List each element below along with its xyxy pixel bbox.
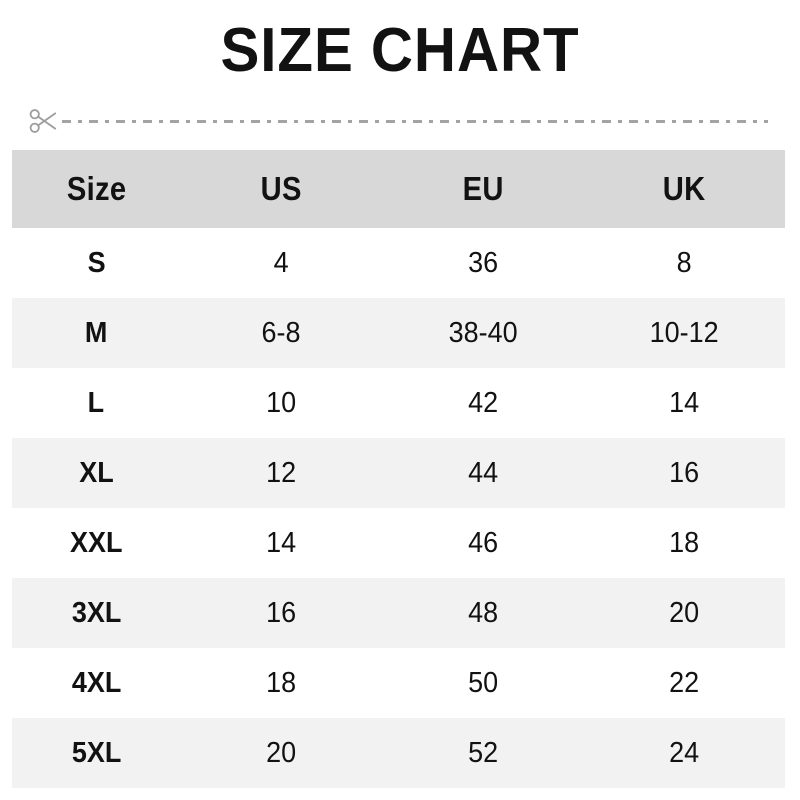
table-row: S 4 36 8 bbox=[12, 228, 785, 298]
cell-text: 16 bbox=[669, 456, 700, 489]
cell-text: 44 bbox=[467, 456, 498, 489]
cell-text: 20 bbox=[669, 596, 700, 629]
cell-text: 24 bbox=[669, 736, 700, 769]
table-row: L 10 42 14 bbox=[12, 368, 785, 438]
cell-uk: 18 bbox=[583, 508, 785, 578]
table-row: XXL 14 46 18 bbox=[12, 508, 785, 578]
cell-text: 8 bbox=[676, 246, 692, 279]
cell-uk: 14 bbox=[583, 368, 785, 438]
cell-text: 18 bbox=[669, 526, 700, 559]
table-header: Size US EU UK bbox=[12, 150, 785, 228]
table-row: 4XL 18 50 22 bbox=[12, 648, 785, 718]
header-row: Size US EU UK bbox=[12, 150, 785, 228]
cell-us: 4 bbox=[180, 228, 382, 298]
cell-eu: 38-40 bbox=[382, 298, 584, 368]
cell-text: 4 bbox=[273, 246, 289, 279]
table-body: S 4 36 8 M 6-8 38-40 10-12 L 10 42 14 XL… bbox=[12, 228, 785, 788]
cell-text: 20 bbox=[266, 736, 297, 769]
cut-dashed-line bbox=[62, 119, 768, 123]
cell-uk: 16 bbox=[583, 438, 785, 508]
cell-size: L bbox=[12, 368, 180, 438]
cell-text: 4XL bbox=[71, 666, 121, 699]
page-title: SIZE CHART bbox=[220, 16, 580, 85]
cell-size: 3XL bbox=[12, 578, 180, 648]
header-label: EU bbox=[462, 170, 504, 207]
cell-text: 52 bbox=[467, 736, 498, 769]
cell-text: 10-12 bbox=[649, 316, 719, 349]
cell-size: 5XL bbox=[12, 718, 180, 788]
cell-us: 14 bbox=[180, 508, 382, 578]
column-header-eu: EU bbox=[387, 150, 578, 228]
cell-text: 22 bbox=[669, 666, 700, 699]
header-label: Size bbox=[66, 170, 126, 207]
cell-text: 48 bbox=[467, 596, 498, 629]
table-row: M 6-8 38-40 10-12 bbox=[12, 298, 785, 368]
cell-size: XL bbox=[12, 438, 180, 508]
cell-size: 4XL bbox=[12, 648, 180, 718]
cell-eu: 50 bbox=[382, 648, 584, 718]
cell-text: 14 bbox=[266, 526, 297, 559]
size-chart-table: Size US EU UK S 4 36 8 M 6-8 38-40 10-12… bbox=[12, 150, 785, 788]
cell-eu: 52 bbox=[382, 718, 584, 788]
cell-size: M bbox=[12, 298, 180, 368]
cell-text: XXL bbox=[70, 526, 123, 559]
cell-text: 50 bbox=[467, 666, 498, 699]
cell-uk: 22 bbox=[583, 648, 785, 718]
cell-eu: 48 bbox=[382, 578, 584, 648]
column-header-size: Size bbox=[16, 150, 176, 228]
cell-text: 38-40 bbox=[448, 316, 518, 349]
cell-size: XXL bbox=[12, 508, 180, 578]
table-row: 5XL 20 52 24 bbox=[12, 718, 785, 788]
cell-text: 3XL bbox=[71, 596, 121, 629]
column-header-us: US bbox=[186, 150, 377, 228]
cell-text: L bbox=[87, 386, 105, 419]
cell-text: 6-8 bbox=[261, 316, 301, 349]
cell-eu: 42 bbox=[382, 368, 584, 438]
cell-uk: 20 bbox=[583, 578, 785, 648]
cell-text: 16 bbox=[266, 596, 297, 629]
cell-eu: 46 bbox=[382, 508, 584, 578]
header-label: UK bbox=[662, 170, 706, 207]
column-header-uk: UK bbox=[589, 150, 780, 228]
cell-text: 10 bbox=[266, 386, 297, 419]
cell-us: 6-8 bbox=[180, 298, 382, 368]
cell-eu: 44 bbox=[382, 438, 584, 508]
cell-us: 10 bbox=[180, 368, 382, 438]
cell-size: S bbox=[12, 228, 180, 298]
cell-us: 16 bbox=[180, 578, 382, 648]
cell-text: 14 bbox=[669, 386, 700, 419]
cell-text: M bbox=[85, 316, 108, 349]
scissors-icon bbox=[29, 109, 57, 133]
cell-eu: 36 bbox=[382, 228, 584, 298]
cell-text: 5XL bbox=[71, 736, 121, 769]
cell-uk: 24 bbox=[583, 718, 785, 788]
cell-us: 20 bbox=[180, 718, 382, 788]
cell-text: 46 bbox=[467, 526, 498, 559]
cell-uk: 10-12 bbox=[583, 298, 785, 368]
cut-line bbox=[26, 104, 774, 138]
cell-text: 12 bbox=[266, 456, 297, 489]
cell-text: XL bbox=[79, 456, 114, 489]
cell-us: 12 bbox=[180, 438, 382, 508]
cell-text: S bbox=[87, 246, 106, 279]
table-row: XL 12 44 16 bbox=[12, 438, 785, 508]
title-block: SIZE CHART bbox=[0, 16, 800, 86]
table-row: 3XL 16 48 20 bbox=[12, 578, 785, 648]
cell-uk: 8 bbox=[583, 228, 785, 298]
cell-text: 36 bbox=[467, 246, 498, 279]
header-label: US bbox=[260, 170, 302, 207]
cell-text: 18 bbox=[266, 666, 297, 699]
cell-text: 42 bbox=[467, 386, 498, 419]
cell-us: 18 bbox=[180, 648, 382, 718]
